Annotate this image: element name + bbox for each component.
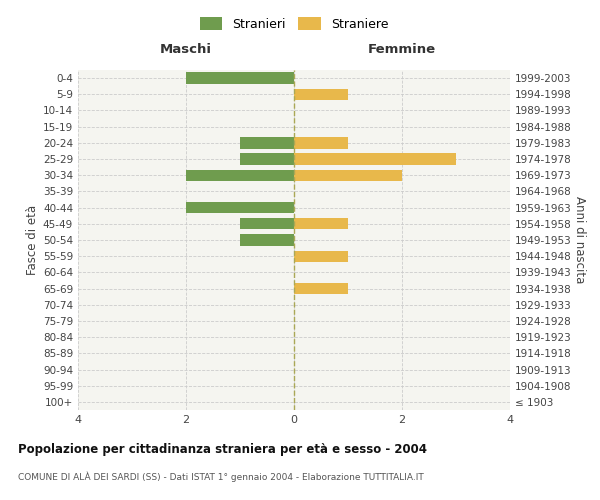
Bar (294, 170, 402, 181)
Bar (294, 283, 348, 294)
Bar (294, 137, 348, 148)
Bar (240, 218, 294, 230)
Bar (294, 250, 348, 262)
Bar (240, 137, 294, 148)
Bar (186, 170, 294, 181)
Bar (186, 72, 294, 84)
Text: Femmine: Femmine (368, 44, 436, 57)
Y-axis label: Anni di nascita: Anni di nascita (572, 196, 586, 284)
Bar (240, 154, 294, 164)
Bar (294, 218, 348, 230)
Bar (294, 154, 456, 164)
Bar (294, 88, 348, 100)
Legend: Stranieri, Straniere: Stranieri, Straniere (195, 12, 393, 36)
Y-axis label: Fasce di età: Fasce di età (26, 205, 39, 275)
Text: Maschi: Maschi (160, 44, 212, 57)
Bar (240, 234, 294, 246)
Text: COMUNE DI ALÀ DEI SARDI (SS) - Dati ISTAT 1° gennaio 2004 - Elaborazione TUTTITA: COMUNE DI ALÀ DEI SARDI (SS) - Dati ISTA… (18, 471, 424, 482)
Bar (186, 202, 294, 213)
Text: Popolazione per cittadinanza straniera per età e sesso - 2004: Popolazione per cittadinanza straniera p… (18, 442, 427, 456)
